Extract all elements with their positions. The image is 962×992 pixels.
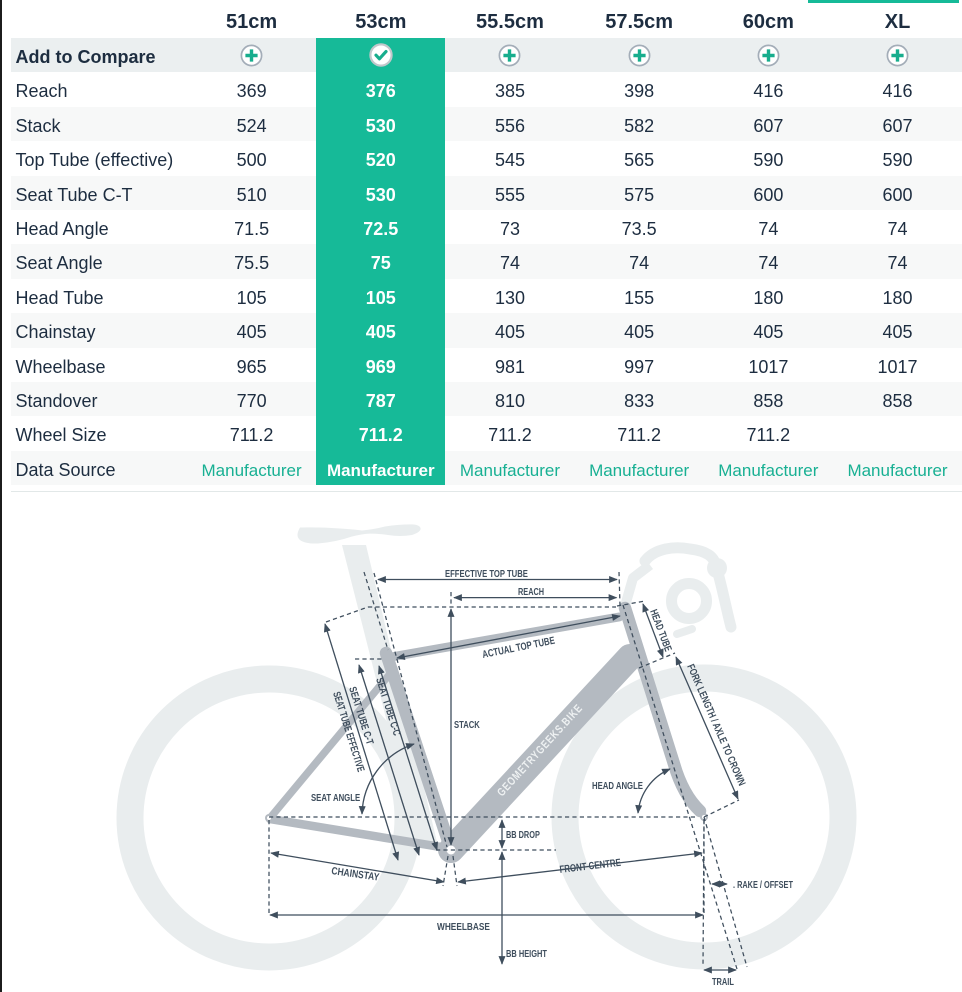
svg-text:STACK: STACK <box>454 719 480 730</box>
svg-text:WHEELBASE: WHEELBASE <box>437 921 490 933</box>
svg-text:TRAIL: TRAIL <box>712 976 734 988</box>
svg-text:SEAT ANGLE: SEAT ANGLE <box>311 792 360 803</box>
svg-text:BB HEIGHT: BB HEIGHT <box>506 948 547 960</box>
svg-text:. RAKE / OFFSET: . RAKE / OFFSET <box>733 879 793 891</box>
svg-text:CHAINSTAY: CHAINSTAY <box>331 865 381 884</box>
svg-text:HEAD ANGLE: HEAD ANGLE <box>592 780 643 791</box>
svg-text:REACH: REACH <box>518 586 544 598</box>
svg-text:BB DROP: BB DROP <box>506 829 540 841</box>
svg-text:HEAD TUBE: HEAD TUBE <box>648 608 674 653</box>
svg-text:EFFECTIVE TOP TUBE: EFFECTIVE TOP TUBE <box>445 568 528 579</box>
